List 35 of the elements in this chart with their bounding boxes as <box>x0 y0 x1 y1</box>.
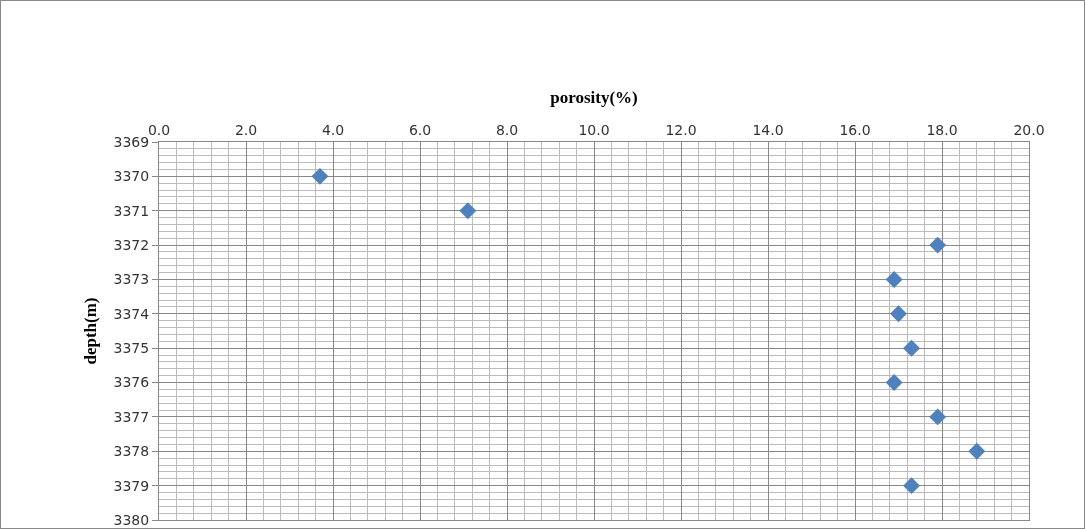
point <box>968 442 986 460</box>
point <box>885 374 903 391</box>
y-tick-label: 3377 <box>113 408 150 425</box>
point <box>311 167 329 185</box>
y-tick-label: 3375 <box>113 340 150 357</box>
point <box>929 408 947 426</box>
point <box>459 202 477 220</box>
point <box>929 236 947 254</box>
y-tick-label: 3376 <box>113 374 150 391</box>
point <box>890 305 907 323</box>
x-tick-label: 2.0 <box>234 122 258 139</box>
y-tick-label: 3380 <box>113 511 150 528</box>
point <box>903 477 920 495</box>
y-tick-label: 3374 <box>113 305 150 322</box>
y-tick-label: 3378 <box>113 443 150 460</box>
x-tick-label: 20.0 <box>1013 122 1045 139</box>
x-tick-label: 8.0 <box>495 122 519 139</box>
x-tick-label: 4.0 <box>321 122 345 139</box>
y-tick-label: 3372 <box>113 236 150 253</box>
x-tick-label: 6.0 <box>408 122 432 139</box>
y-axis-title: depth(m) <box>81 297 101 365</box>
y-tick-label: 3373 <box>113 271 150 288</box>
y-tick-label: 3370 <box>113 168 150 185</box>
y-tick-label: 3369 <box>113 133 150 150</box>
x-tick-label: 10.0 <box>578 122 610 139</box>
x-tick-label: 16.0 <box>839 122 871 139</box>
x-tick-label: 14.0 <box>752 122 784 139</box>
y-tick-label: 3371 <box>113 202 150 219</box>
point <box>885 271 903 288</box>
x-axis-title: porosity(%) <box>550 87 638 107</box>
point <box>903 339 920 357</box>
x-tick-label: 18.0 <box>926 122 958 139</box>
y-tick-label: 3379 <box>113 477 150 494</box>
x-tick-label: 0.0 <box>147 122 171 139</box>
x-tick-label: 12.0 <box>665 122 697 139</box>
